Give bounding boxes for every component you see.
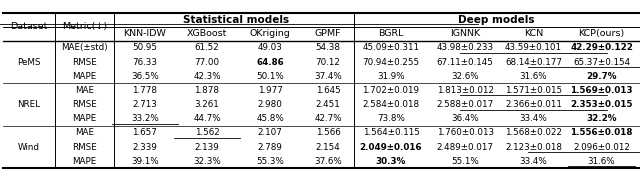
Text: 49.03: 49.03 [258, 43, 283, 52]
Text: 1.878: 1.878 [195, 86, 220, 95]
Text: MAE(±std): MAE(±std) [61, 43, 108, 52]
Text: KCP(ours): KCP(ours) [579, 29, 625, 38]
Text: 54.38: 54.38 [316, 43, 340, 52]
Text: 37.4%: 37.4% [314, 72, 342, 81]
Text: 30.3%: 30.3% [376, 157, 406, 166]
Text: IGNNK: IGNNK [450, 29, 481, 38]
Text: 2.123±0.018: 2.123±0.018 [505, 142, 562, 152]
Text: 2.049±0.016: 2.049±0.016 [360, 142, 422, 152]
Text: 1.564±0.115: 1.564±0.115 [363, 128, 419, 137]
Text: XGBoost: XGBoost [187, 29, 227, 38]
Text: 29.7%: 29.7% [586, 72, 617, 81]
Text: OKriging: OKriging [250, 29, 291, 38]
Text: 1.562: 1.562 [195, 128, 220, 137]
Text: PeMS: PeMS [17, 58, 41, 67]
Text: 1.556±0.018: 1.556±0.018 [570, 128, 633, 137]
Text: 1.569±0.013: 1.569±0.013 [570, 86, 633, 95]
Text: Wind: Wind [18, 142, 40, 152]
Text: 42.29±0.122: 42.29±0.122 [570, 43, 633, 52]
Text: 1.657: 1.657 [132, 128, 157, 137]
Text: Metric(↓): Metric(↓) [61, 22, 107, 31]
Text: 2.096±0.012: 2.096±0.012 [573, 142, 630, 152]
Text: 1.760±0.013: 1.760±0.013 [436, 128, 494, 137]
Text: BGRL: BGRL [378, 29, 404, 38]
Text: 65.37±0.154: 65.37±0.154 [573, 58, 630, 67]
Text: 1.702±0.019: 1.702±0.019 [362, 86, 420, 95]
Text: 64.86: 64.86 [257, 58, 284, 67]
Text: 61.52: 61.52 [195, 43, 220, 52]
Text: NREL: NREL [17, 100, 40, 109]
Text: Deep models: Deep models [458, 15, 534, 25]
Text: 33.4%: 33.4% [520, 157, 547, 166]
Text: 1.568±0.022: 1.568±0.022 [505, 128, 562, 137]
Text: 36.5%: 36.5% [131, 72, 159, 81]
Text: 31.9%: 31.9% [377, 72, 405, 81]
Text: 1.813±0.012: 1.813±0.012 [436, 86, 493, 95]
Text: 3.261: 3.261 [195, 100, 220, 109]
Text: MAPE: MAPE [72, 114, 97, 123]
Text: 2.980: 2.980 [258, 100, 283, 109]
Text: MAE: MAE [75, 128, 93, 137]
Text: 2.139: 2.139 [195, 142, 220, 152]
Text: 2.353±0.015: 2.353±0.015 [570, 100, 633, 109]
Text: 31.6%: 31.6% [520, 72, 547, 81]
Text: 32.3%: 32.3% [193, 157, 221, 166]
Text: 1.977: 1.977 [258, 86, 283, 95]
Text: GPMF: GPMF [315, 29, 341, 38]
Text: 70.94±0.255: 70.94±0.255 [362, 58, 420, 67]
Text: RMSE: RMSE [72, 58, 97, 67]
Text: KNN-IDW: KNN-IDW [124, 29, 166, 38]
Text: 32.6%: 32.6% [451, 72, 479, 81]
Text: 2.789: 2.789 [258, 142, 283, 152]
Text: 73.8%: 73.8% [377, 114, 405, 123]
Text: 2.107: 2.107 [258, 128, 283, 137]
Text: 2.713: 2.713 [132, 100, 157, 109]
Text: 43.59±0.101: 43.59±0.101 [505, 43, 562, 52]
Text: 45.09±0.311: 45.09±0.311 [362, 43, 420, 52]
Text: 2.451: 2.451 [316, 100, 340, 109]
Text: 50.1%: 50.1% [257, 72, 284, 81]
Text: 37.6%: 37.6% [314, 157, 342, 166]
Text: Statistical models: Statistical models [184, 15, 289, 25]
Text: 32.2%: 32.2% [586, 114, 617, 123]
Text: 1.778: 1.778 [132, 86, 157, 95]
Text: 55.1%: 55.1% [451, 157, 479, 166]
Text: 42.3%: 42.3% [193, 72, 221, 81]
Text: 77.00: 77.00 [195, 58, 220, 67]
Text: MAPE: MAPE [72, 72, 97, 81]
Text: 55.3%: 55.3% [256, 157, 284, 166]
Text: 2.489±0.017: 2.489±0.017 [436, 142, 493, 152]
Text: 33.2%: 33.2% [131, 114, 159, 123]
Text: 42.7%: 42.7% [314, 114, 342, 123]
Text: Dataset: Dataset [10, 22, 47, 31]
Text: 50.95: 50.95 [132, 43, 157, 52]
Text: 68.14±0.177: 68.14±0.177 [505, 58, 562, 67]
Text: 31.6%: 31.6% [588, 157, 616, 166]
Text: 2.584±0.018: 2.584±0.018 [362, 100, 420, 109]
Text: 2.154: 2.154 [316, 142, 340, 152]
Text: 36.4%: 36.4% [451, 114, 479, 123]
Text: 39.1%: 39.1% [131, 157, 159, 166]
Text: 45.8%: 45.8% [257, 114, 284, 123]
Text: MAE: MAE [75, 86, 93, 95]
Text: 1.571±0.015: 1.571±0.015 [505, 86, 562, 95]
Text: 76.33: 76.33 [132, 58, 157, 67]
Text: 43.98±0.233: 43.98±0.233 [436, 43, 494, 52]
Text: 44.7%: 44.7% [193, 114, 221, 123]
Text: 2.366±0.011: 2.366±0.011 [505, 100, 562, 109]
Text: 2.339: 2.339 [132, 142, 157, 152]
Text: 1.566: 1.566 [316, 128, 340, 137]
Text: 33.4%: 33.4% [520, 114, 547, 123]
Text: 67.11±0.145: 67.11±0.145 [437, 58, 493, 67]
Text: KCN: KCN [524, 29, 543, 38]
Text: RMSE: RMSE [72, 100, 97, 109]
Text: 2.588±0.017: 2.588±0.017 [436, 100, 494, 109]
Text: 70.12: 70.12 [316, 58, 340, 67]
Text: MAPE: MAPE [72, 157, 97, 166]
Text: RMSE: RMSE [72, 142, 97, 152]
Text: 1.645: 1.645 [316, 86, 340, 95]
